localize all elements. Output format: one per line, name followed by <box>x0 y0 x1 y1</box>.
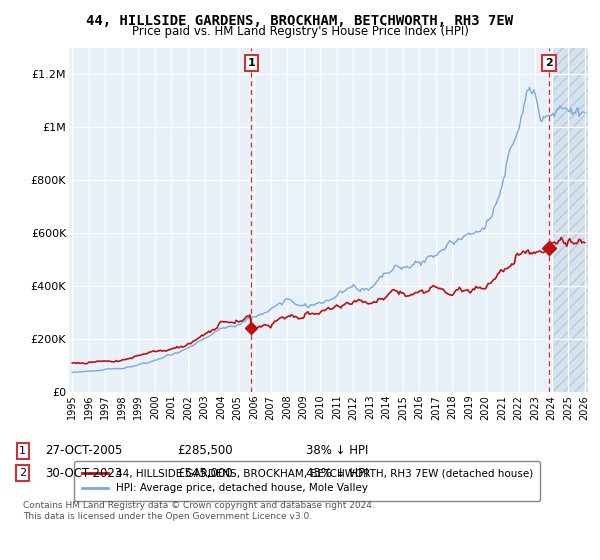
Text: 1: 1 <box>19 446 26 456</box>
Text: £545,000: £545,000 <box>177 466 233 480</box>
Text: £285,500: £285,500 <box>177 444 233 458</box>
Text: 27-OCT-2005: 27-OCT-2005 <box>45 444 122 458</box>
Text: 2: 2 <box>545 58 553 68</box>
Text: 44, HILLSIDE GARDENS, BROCKHAM, BETCHWORTH, RH3 7EW: 44, HILLSIDE GARDENS, BROCKHAM, BETCHWOR… <box>86 14 514 28</box>
Text: Price paid vs. HM Land Registry's House Price Index (HPI): Price paid vs. HM Land Registry's House … <box>131 25 469 38</box>
Text: 38% ↓ HPI: 38% ↓ HPI <box>306 444 368 458</box>
Legend: 44, HILLSIDE GARDENS, BROCKHAM, BETCHWORTH, RH3 7EW (detached house), HPI: Avera: 44, HILLSIDE GARDENS, BROCKHAM, BETCHWOR… <box>74 461 541 501</box>
Text: 30-OCT-2023: 30-OCT-2023 <box>45 466 122 480</box>
Bar <box>551 48 593 392</box>
Text: Contains HM Land Registry data © Crown copyright and database right 2024.
This d: Contains HM Land Registry data © Crown c… <box>23 501 374 521</box>
Text: 2: 2 <box>19 468 26 478</box>
Text: 43% ↓ HPI: 43% ↓ HPI <box>306 466 368 480</box>
Text: 1: 1 <box>247 58 255 68</box>
